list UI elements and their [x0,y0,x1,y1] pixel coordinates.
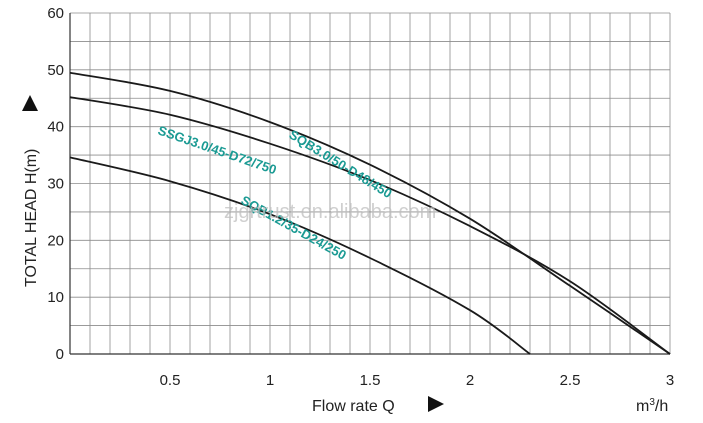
series-line-sqb1 [69,156,531,355]
y-axis-title: TOTAL HEAD H(m) [23,149,40,287]
y-tick-labels: 0 10 20 30 40 50 60 [47,5,64,363]
series-label-ssgj3: SSGJ3.0/45-D72/750 [156,123,278,178]
y-tick-label: 40 [47,119,64,136]
x-axis-arrow-icon [428,396,444,412]
y-tick-label: 50 [47,62,64,79]
curves [69,71,671,355]
y-tick-label: 60 [47,5,64,22]
y-tick-label: 30 [47,176,64,193]
x-tick-label: 2.5 [560,372,581,389]
x-tick-label: 1.5 [360,372,381,389]
x-axis-title: Flow rate Q [312,398,395,415]
x-tick-label: 0.5 [160,372,181,389]
watermark: zjgrtrust.en.alibaba.com [224,201,436,223]
y-tick-label: 20 [47,232,64,249]
x-axis-unit: m3/h [636,397,668,415]
series-label-sqb3: SQB3.0/50-D48/450 [286,127,394,201]
x-tick-label: 2 [466,372,474,389]
x-tick-label: 1 [266,372,274,389]
x-tick-label: 3 [666,372,674,389]
series-line-ssgj3 [69,96,671,355]
y-tick-label: 0 [56,346,64,363]
series-line-sqb3 [69,71,671,355]
y-tick-label: 10 [47,289,64,306]
x-tick-labels: 0.5 1 1.5 2 2.5 3 [160,372,675,389]
grid [69,12,671,355]
y-axis-arrow-icon [22,95,38,111]
